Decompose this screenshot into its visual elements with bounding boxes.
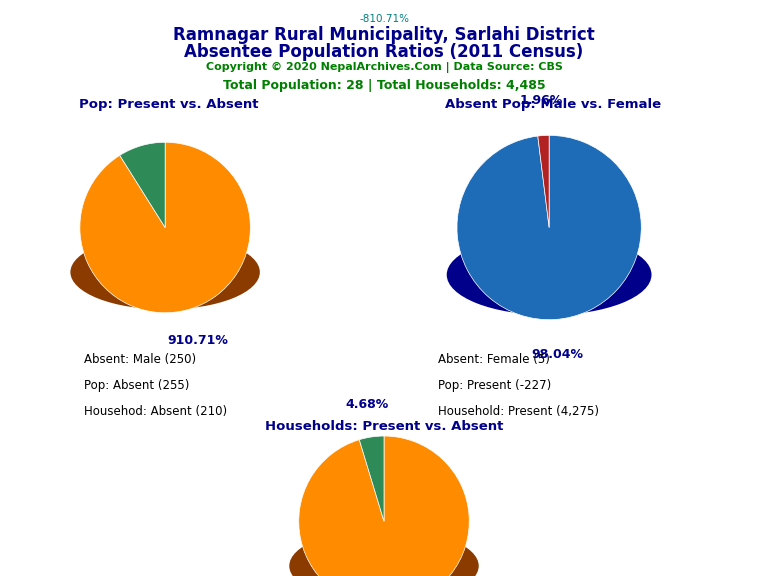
Text: Households: Present vs. Absent: Households: Present vs. Absent (265, 420, 503, 434)
Text: Pop: Present vs. Absent: Pop: Present vs. Absent (79, 98, 259, 111)
Text: Absent: Female (5): Absent: Female (5) (438, 354, 550, 366)
Text: Ramnagar Rural Municipality, Sarlahi District: Ramnagar Rural Municipality, Sarlahi Dis… (173, 26, 595, 44)
Text: 910.71%: 910.71% (167, 334, 228, 347)
Wedge shape (457, 135, 641, 320)
Text: Absent Pop: Male vs. Female: Absent Pop: Male vs. Female (445, 98, 661, 111)
Text: 1.96%: 1.96% (520, 94, 563, 107)
Ellipse shape (71, 235, 260, 309)
Text: Household: Present (4,275): Household: Present (4,275) (438, 406, 599, 418)
Ellipse shape (447, 234, 651, 315)
Wedge shape (120, 142, 165, 228)
Text: Copyright © 2020 NepalArchives.Com | Data Source: CBS: Copyright © 2020 NepalArchives.Com | Dat… (206, 62, 562, 73)
Text: -810.71%: -810.71% (359, 14, 409, 24)
Text: 4.68%: 4.68% (345, 399, 389, 411)
Wedge shape (80, 142, 250, 313)
Text: Pop: Present (-227): Pop: Present (-227) (438, 380, 551, 392)
Wedge shape (538, 135, 549, 228)
Text: 98.04%: 98.04% (531, 348, 583, 361)
Ellipse shape (290, 529, 478, 576)
Text: Pop: Absent (255): Pop: Absent (255) (84, 380, 190, 392)
Wedge shape (299, 436, 469, 576)
Wedge shape (359, 436, 384, 521)
Text: Absentee Population Ratios (2011 Census): Absentee Population Ratios (2011 Census) (184, 43, 584, 61)
Text: Absent: Male (250): Absent: Male (250) (84, 354, 197, 366)
Text: Total Population: 28 | Total Households: 4,485: Total Population: 28 | Total Households:… (223, 79, 545, 93)
Text: Househod: Absent (210): Househod: Absent (210) (84, 406, 227, 418)
